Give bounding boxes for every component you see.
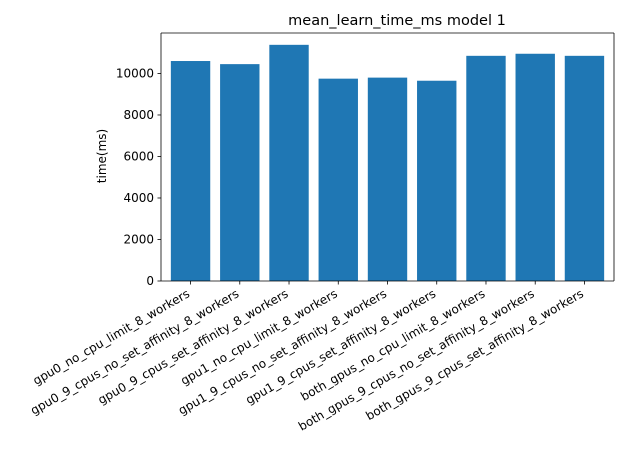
y-tick-label: 4000 xyxy=(123,191,154,205)
bar xyxy=(269,44,309,282)
bar xyxy=(220,64,260,282)
y-tick-label: 6000 xyxy=(123,149,154,163)
y-axis-label: time(ms) xyxy=(95,129,109,183)
bar xyxy=(417,80,457,282)
bar xyxy=(466,55,506,281)
axes-frame xyxy=(160,32,615,282)
x-ticks-group: gpu0_no_cpu_limit_8_workersgpu0_9_cpus_n… xyxy=(28,281,586,434)
bar xyxy=(564,55,605,281)
bar xyxy=(318,78,358,281)
chart-title: mean_learn_time_ms model 1 xyxy=(288,13,506,29)
bars-group xyxy=(170,44,605,282)
bar xyxy=(515,53,555,281)
y-ticks-group: 0 2000 4000 6000 8000 10000 xyxy=(116,66,161,288)
y-tick-label: 0 xyxy=(146,274,154,288)
bar xyxy=(170,61,211,281)
y-tick-label: 2000 xyxy=(123,232,154,246)
y-tick-label: 8000 xyxy=(123,108,154,122)
bar xyxy=(367,77,408,281)
y-tick-label: 10000 xyxy=(116,66,154,80)
